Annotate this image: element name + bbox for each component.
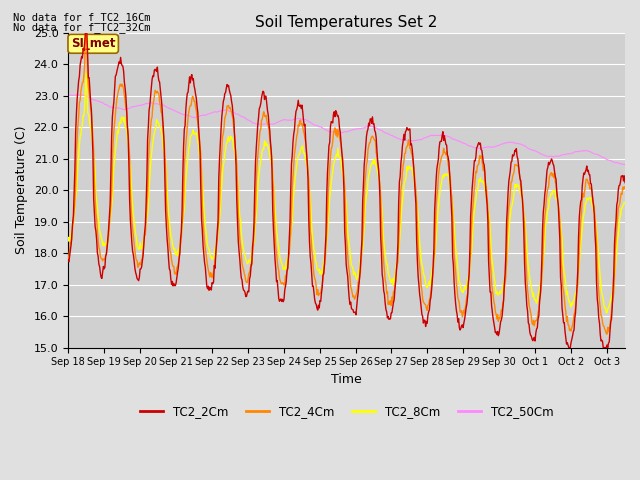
Legend: TC2_2Cm, TC2_4Cm, TC2_8Cm, TC2_50Cm: TC2_2Cm, TC2_4Cm, TC2_8Cm, TC2_50Cm bbox=[135, 401, 558, 423]
Title: Soil Temperatures Set 2: Soil Temperatures Set 2 bbox=[255, 15, 438, 30]
Text: No data for f_TC2_16Cm: No data for f_TC2_16Cm bbox=[13, 12, 150, 23]
X-axis label: Time: Time bbox=[332, 373, 362, 386]
Text: No data for f_TC2_32Cm: No data for f_TC2_32Cm bbox=[13, 22, 150, 33]
Text: SI_met: SI_met bbox=[71, 37, 115, 50]
Y-axis label: Soil Temperature (C): Soil Temperature (C) bbox=[15, 126, 28, 254]
